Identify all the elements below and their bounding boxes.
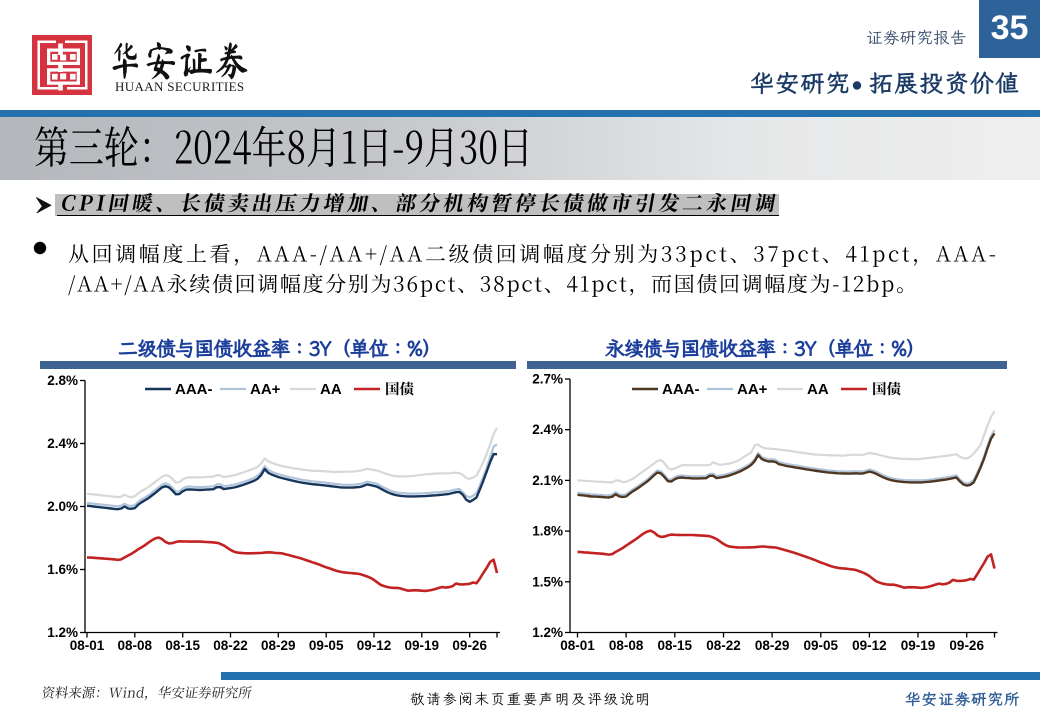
svg-text:09-05: 09-05 [309, 638, 344, 653]
svg-text:AA: AA [320, 381, 342, 398]
svg-text:2.7%: 2.7% [532, 372, 563, 387]
svg-text:1.2%: 1.2% [532, 625, 563, 640]
svg-text:AAA-: AAA- [175, 381, 213, 398]
svg-text:AA+: AA+ [737, 381, 768, 398]
svg-text:2.0%: 2.0% [47, 499, 78, 514]
svg-text:08-22: 08-22 [213, 638, 248, 653]
svg-text:09-12: 09-12 [357, 638, 392, 653]
svg-text:09-26: 09-26 [452, 638, 487, 653]
svg-text:2.1%: 2.1% [532, 473, 563, 488]
svg-text:AA+: AA+ [250, 381, 281, 398]
svg-text:1.2%: 1.2% [47, 625, 78, 640]
svg-text:1.8%: 1.8% [532, 524, 563, 539]
svg-text:AAA-: AAA- [662, 381, 700, 398]
svg-text:09-19: 09-19 [901, 638, 936, 653]
svg-text:09-05: 09-05 [804, 638, 839, 653]
svg-text:1.6%: 1.6% [47, 562, 78, 577]
svg-text:2.8%: 2.8% [47, 373, 78, 388]
svg-text:2.4%: 2.4% [47, 436, 78, 451]
svg-text:08-08: 08-08 [609, 638, 644, 653]
svg-text:08-08: 08-08 [118, 638, 153, 653]
svg-text:09-19: 09-19 [405, 638, 440, 653]
svg-text:1.5%: 1.5% [532, 574, 563, 589]
svg-text:09-12: 09-12 [852, 638, 887, 653]
svg-text:09-26: 09-26 [949, 638, 984, 653]
svg-text:AA: AA [807, 381, 829, 398]
svg-text:08-29: 08-29 [755, 638, 790, 653]
svg-text:08-01: 08-01 [560, 638, 595, 653]
svg-text:08-15: 08-15 [165, 638, 200, 653]
svg-text:08-29: 08-29 [261, 638, 296, 653]
svg-text:08-15: 08-15 [658, 638, 693, 653]
svg-text:2.4%: 2.4% [532, 422, 563, 437]
svg-text:08-01: 08-01 [70, 638, 105, 653]
svg-text:08-22: 08-22 [706, 638, 741, 653]
